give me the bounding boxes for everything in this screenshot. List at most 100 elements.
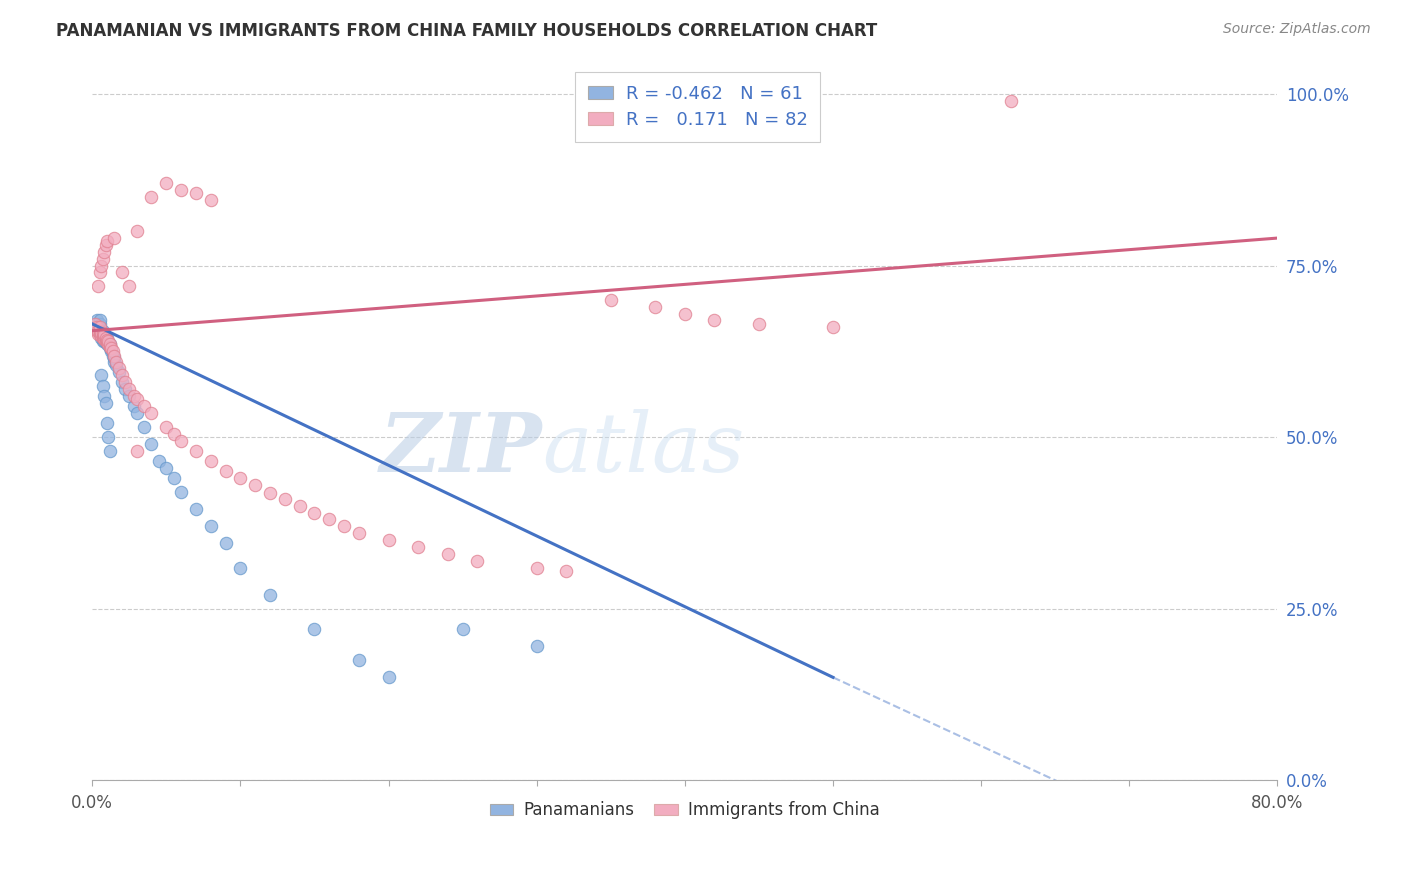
Point (101, 344, 124, 359)
Point (155, 176, 177, 190)
Point (93, 327, 115, 342)
Point (104, 354, 127, 368)
Point (86, 313, 108, 327)
Point (89, 324, 111, 338)
Point (108, 365, 131, 379)
Point (103, 351, 125, 366)
Point (118, 382, 141, 396)
Point (104, 358, 127, 372)
Point (100, 341, 122, 355)
Point (90, 326, 112, 340)
Point (91, 328, 114, 343)
Point (141, 190, 163, 204)
Point (94, 238, 117, 252)
Point (125, 392, 148, 407)
Point (200, 519, 222, 533)
Point (84, 320, 107, 334)
Point (111, 368, 134, 383)
Point (91, 330, 114, 344)
Point (304, 506, 326, 520)
Point (93, 329, 115, 343)
Point (98, 336, 121, 351)
Point (184, 502, 207, 516)
Point (98, 443, 121, 458)
Point (122, 399, 145, 413)
Point (304, 622, 326, 636)
Point (90, 368, 112, 383)
Point (200, 454, 222, 468)
Point (141, 437, 163, 451)
Point (84, 317, 107, 331)
Point (114, 382, 136, 396)
Point (118, 279, 141, 293)
Point (318, 512, 340, 526)
Point (89, 265, 111, 279)
Point (184, 443, 207, 458)
Point (90, 327, 112, 342)
Point (89, 317, 111, 331)
Point (93, 332, 115, 346)
Point (118, 389, 141, 403)
Point (406, 540, 429, 554)
Point (125, 443, 148, 458)
Point (644, 300, 666, 314)
Point (274, 491, 297, 506)
Point (108, 361, 131, 376)
Point (96, 334, 118, 348)
Point (163, 426, 186, 441)
Point (703, 313, 725, 327)
Point (87, 327, 110, 342)
Point (94, 334, 117, 348)
Point (86, 320, 108, 334)
Point (1000, 94, 1022, 108)
Point (377, 533, 399, 547)
Point (94, 330, 117, 344)
Point (333, 519, 356, 533)
Point (94, 333, 117, 347)
Point (125, 406, 148, 420)
Text: ZIP: ZIP (380, 409, 543, 489)
Point (90, 324, 112, 338)
Point (91, 252, 114, 266)
Point (89, 320, 111, 334)
Point (111, 375, 134, 389)
Point (87, 279, 110, 293)
Point (347, 653, 370, 667)
Point (87, 324, 110, 338)
Point (91, 378, 114, 392)
Point (748, 317, 770, 331)
Point (89, 313, 111, 327)
Point (155, 461, 177, 475)
Point (170, 485, 193, 500)
Point (97, 336, 120, 351)
Point (93, 334, 115, 348)
Text: atlas: atlas (543, 409, 745, 489)
Point (96, 333, 118, 347)
Point (100, 344, 122, 359)
Point (170, 434, 193, 448)
Point (96, 417, 118, 431)
Legend: Panamanians, Immigrants from China: Panamanians, Immigrants from China (484, 795, 886, 826)
Point (97, 337, 120, 351)
Point (100, 343, 122, 357)
Point (98, 337, 121, 351)
Point (96, 335, 118, 350)
Point (214, 536, 236, 550)
Point (288, 499, 311, 513)
Point (141, 406, 163, 420)
Point (96, 337, 118, 351)
Point (87, 324, 110, 338)
Point (200, 194, 222, 208)
Point (93, 389, 115, 403)
Point (90, 328, 112, 343)
Point (555, 564, 578, 578)
Point (347, 526, 370, 541)
Point (148, 454, 170, 468)
Point (98, 339, 121, 353)
Point (377, 670, 399, 684)
Point (94, 335, 117, 350)
Point (89, 320, 111, 334)
Point (91, 327, 114, 342)
Point (436, 547, 458, 561)
Text: Source: ZipAtlas.com: Source: ZipAtlas.com (1223, 22, 1371, 37)
